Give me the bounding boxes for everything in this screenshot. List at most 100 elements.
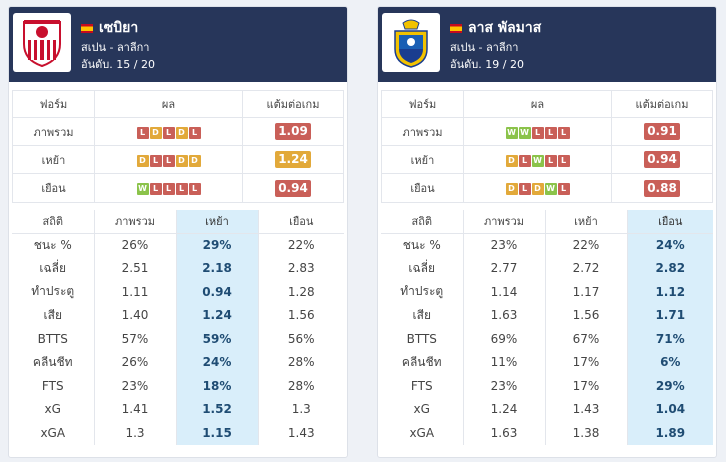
- ppg-badge: 0.91: [644, 123, 680, 140]
- stats-header-overall: ภาพรวม: [94, 210, 177, 234]
- stats-value: 1.63: [463, 421, 546, 445]
- form-row-label: ภาพรวม: [12, 117, 95, 146]
- stats-value: 11%: [463, 350, 546, 374]
- stats-row: xG 1.24 1.43 1.04: [381, 397, 713, 421]
- form-result-badge: D: [505, 154, 518, 167]
- team-header: ลาส พัลมาส สเปน - ลาลีกา อันดับ. 19 / 20: [378, 7, 716, 82]
- stats-table: สถิติ ภาพรวม เหย้า เยือน ชนะ % 26% 29% 22% เ…: [12, 210, 344, 445]
- stats-row: คลีนชีท 26% 24% 28%: [12, 350, 344, 374]
- form-result-badge: L: [162, 183, 175, 195]
- stats-table: สถิติ ภาพรวม เหย้า เยือน ชนะ % 23% 22% 24% เ…: [381, 210, 713, 445]
- team-logo[interactable]: [382, 13, 440, 72]
- team-header: เซบิยา สเปน - ลาลีกา อันดับ. 15 / 20: [9, 7, 347, 82]
- stats-value: 23%: [463, 233, 546, 257]
- stats-row-label: FTS: [381, 374, 464, 398]
- stats-value: 1.41: [94, 397, 177, 421]
- stats-value: 29%: [176, 233, 259, 257]
- stats-value: 2.82: [627, 256, 713, 280]
- form-result-badge: L: [544, 154, 557, 167]
- form-result-badge: L: [544, 126, 557, 139]
- stats-row: xG 1.41 1.52 1.3: [12, 397, 344, 421]
- stats-value: 24%: [176, 350, 259, 374]
- stats-row-label: เสีย: [381, 303, 464, 327]
- team-logo[interactable]: [13, 13, 71, 72]
- stats-value: 59%: [176, 327, 259, 351]
- stats-value: 1.43: [287, 425, 315, 440]
- form-result-badge: W: [518, 126, 531, 139]
- form-header-label: ฟอร์ม: [381, 90, 464, 118]
- stats-value: 1.15: [176, 421, 259, 445]
- team-name[interactable]: เซบิยา: [99, 20, 139, 36]
- stats-value: 22%: [287, 238, 315, 252]
- stats-row-label: เสีย: [12, 303, 95, 327]
- ppg-badge: 0.88: [644, 179, 680, 197]
- stats-value: 1.28: [287, 284, 315, 299]
- form-result-badge: D: [149, 126, 162, 139]
- stats-value: 67%: [545, 327, 628, 351]
- form-result-badge: L: [518, 183, 531, 195]
- spain-flag-icon: [450, 23, 462, 33]
- stats-row: ชนะ % 26% 29% 22%: [12, 233, 344, 257]
- stats-row: xGA 1.3 1.15 1.43: [12, 421, 344, 445]
- stats-row-label: xG: [12, 397, 95, 421]
- stats-header-home: เหย้า: [545, 210, 628, 234]
- stats-row-label: เฉลี่ย: [381, 256, 464, 280]
- form-result-badge: L: [557, 183, 570, 195]
- ppg-badge: 1.24: [275, 151, 311, 168]
- form-header-ppg: แต้มต่อเกม: [242, 90, 344, 118]
- form-result-badge: L: [557, 126, 570, 139]
- stats-value: 2.51: [94, 256, 177, 280]
- league-rank: อันดับ. 19 / 20: [450, 58, 524, 71]
- stats-value: 1.04: [627, 397, 713, 421]
- team-name[interactable]: ลาส พัลมาส: [468, 20, 542, 36]
- form-result-badge: L: [149, 154, 162, 167]
- stats-value: 1.89: [627, 421, 713, 445]
- form-result-badge: L: [188, 126, 201, 139]
- spain-flag-icon: [81, 23, 93, 33]
- stats-value: 1.17: [545, 280, 628, 304]
- stats-row-label: FTS: [12, 374, 95, 398]
- stats-row: FTS 23% 17% 29%: [381, 374, 713, 398]
- stats-value: 29%: [627, 374, 713, 398]
- form-result-badge: L: [557, 154, 570, 167]
- stats-value: 17%: [545, 374, 628, 398]
- stats-value: 18%: [176, 374, 259, 398]
- stats-value: 1.63: [463, 303, 546, 327]
- form-result-badge: D: [188, 154, 201, 167]
- stats-row-label: xG: [381, 397, 464, 421]
- sevilla-crest-icon: [23, 19, 61, 67]
- stats-header-away: เยือน: [627, 210, 713, 234]
- stats-row: เฉลี่ย 2.51 2.18 2.83: [12, 256, 344, 280]
- stats-value: 71%: [627, 327, 713, 351]
- stats-value: 1.24: [176, 303, 259, 327]
- stats-value: 2.18: [176, 256, 259, 280]
- stats-value: 1.56: [545, 303, 628, 327]
- stats-value: 56%: [287, 331, 315, 346]
- form-result-badge: L: [175, 183, 188, 195]
- form-result-badge: L: [149, 183, 162, 195]
- stats-row: BTTS 69% 67% 71%: [381, 327, 713, 351]
- form-result-badge: D: [531, 183, 544, 195]
- stats-header-overall: ภาพรวม: [463, 210, 546, 234]
- stats-value: 24%: [627, 233, 713, 257]
- form-result-badge: L: [162, 126, 175, 139]
- stats-row: เฉลี่ย 2.77 2.72 2.82: [381, 256, 713, 280]
- stats-row: เสีย 1.63 1.56 1.71: [381, 303, 713, 327]
- stats-row-label: ชนะ %: [381, 233, 464, 257]
- stats-header-label: สถิติ: [381, 210, 464, 234]
- form-result-badge: L: [162, 154, 175, 167]
- stats-value: 23%: [463, 374, 546, 398]
- form-header-results: ผล: [94, 90, 243, 118]
